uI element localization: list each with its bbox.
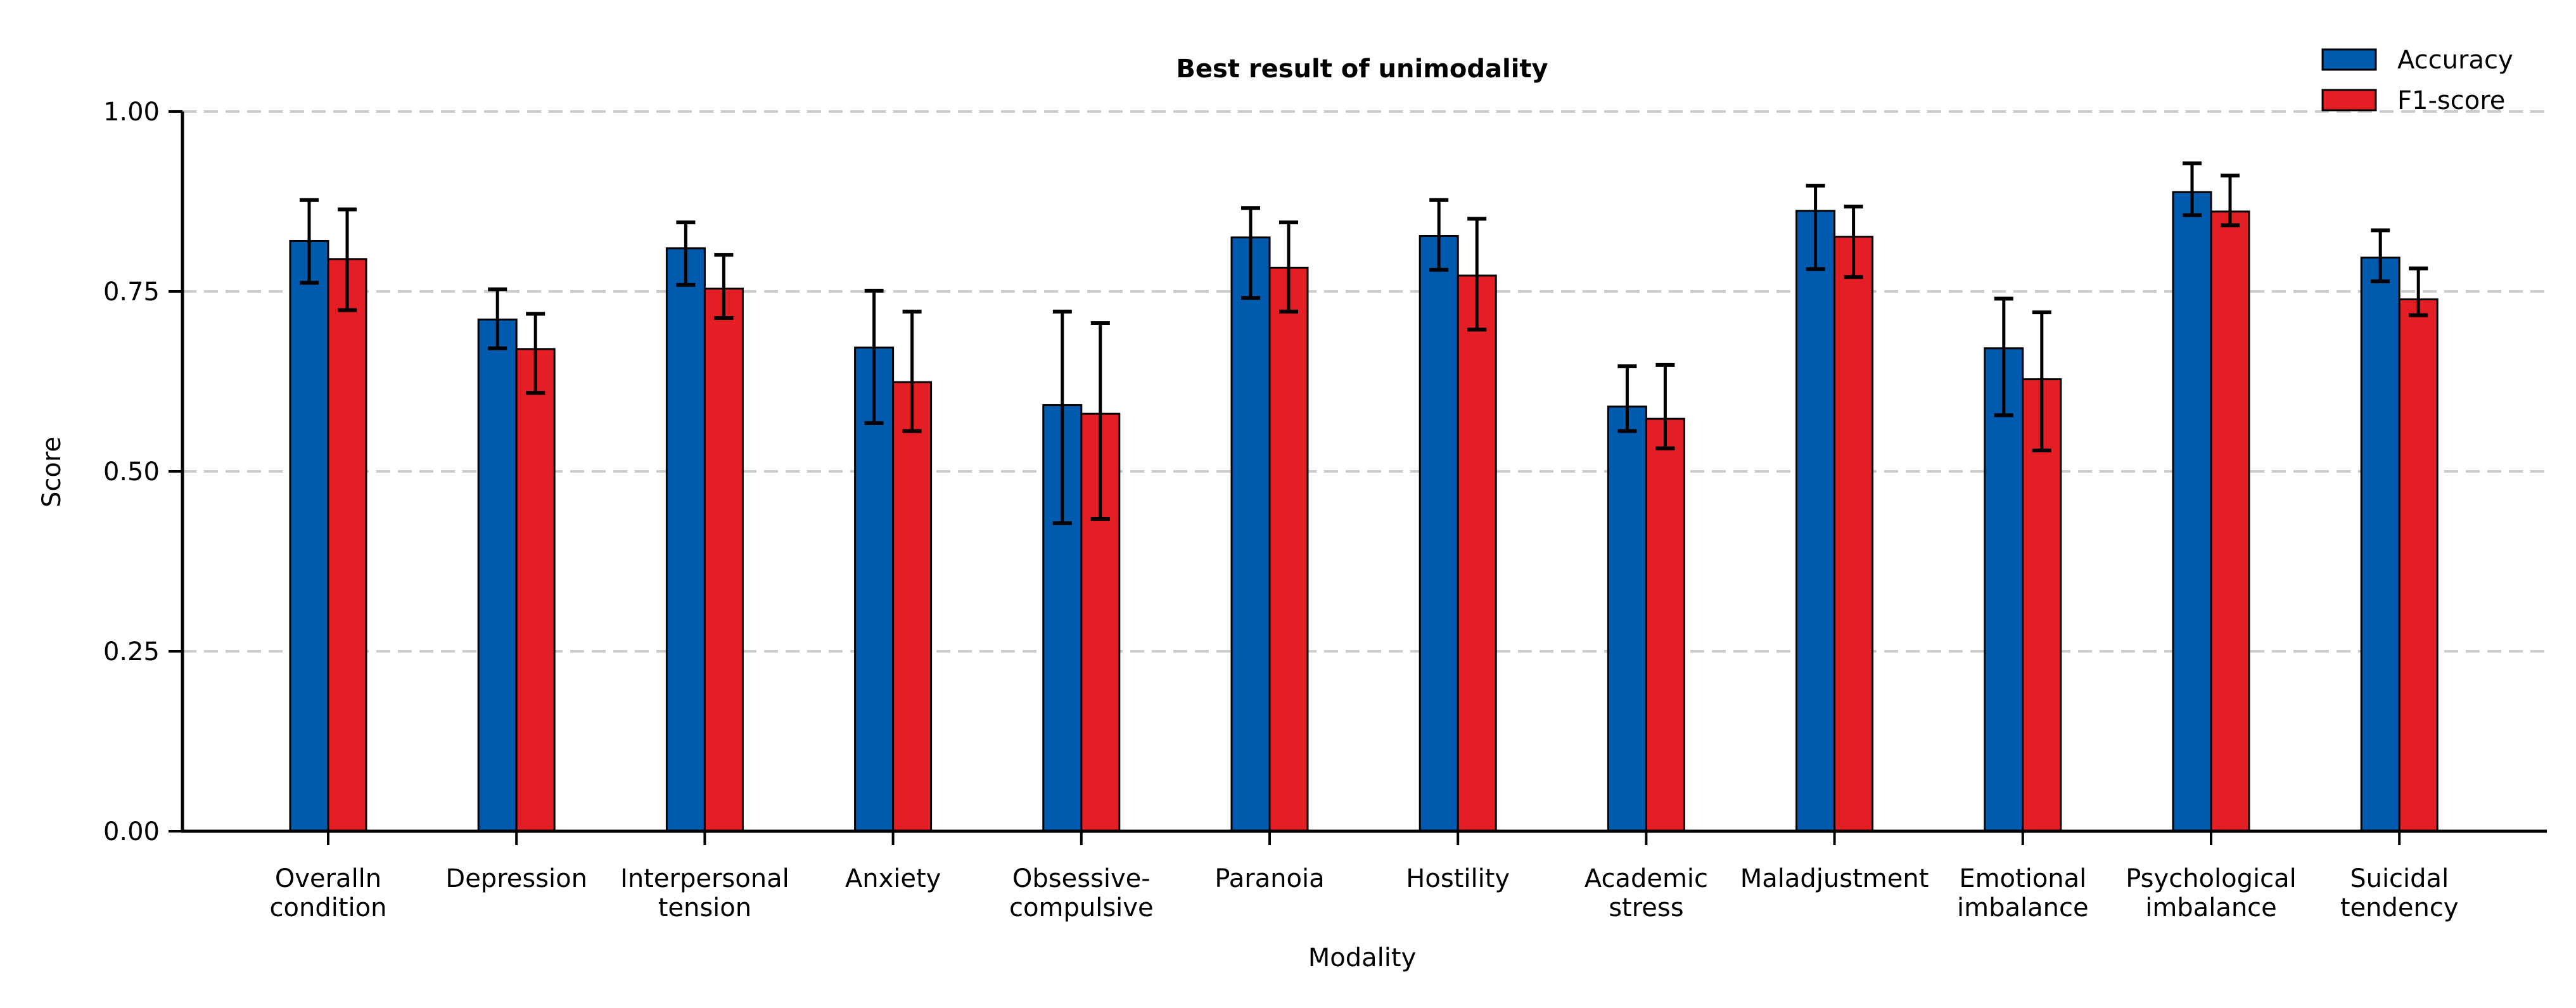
bar-accuracy — [1230, 236, 1271, 833]
bar-accuracy — [665, 247, 706, 833]
legend-label: F1-score — [2397, 86, 2505, 115]
error-bar — [1467, 217, 1487, 332]
x-tick-label: Academic stress — [1584, 864, 1708, 922]
bar-accuracy — [477, 318, 518, 833]
x-tick-label: Overalln condition — [270, 864, 387, 922]
bar-f1-score — [892, 381, 933, 833]
bar-accuracy — [2172, 191, 2212, 833]
x-tick-label: Interpersonal tension — [620, 864, 789, 922]
bar-f1-score — [703, 287, 744, 833]
error-bar — [1617, 364, 1637, 433]
error-bar — [1090, 321, 1110, 521]
bar-f1-score — [1833, 236, 1874, 833]
x-tick-label: Depression — [445, 864, 587, 893]
bar-f1-score — [2210, 210, 2250, 833]
legend-item: F1-score — [2321, 86, 2505, 115]
error-bar — [1994, 297, 2013, 418]
error-bar — [864, 288, 884, 425]
y-axis-label: Score — [37, 437, 67, 507]
error-bar — [2371, 228, 2390, 284]
y-tick-label: 0.25 — [103, 637, 160, 667]
error-bar — [714, 253, 734, 321]
bar-f1-score — [2398, 298, 2439, 833]
error-bar — [676, 220, 696, 287]
bar-accuracy — [1607, 405, 1647, 833]
bar-f1-score — [1457, 274, 1497, 833]
error-bar — [2183, 161, 2202, 217]
grid-lines — [182, 110, 2547, 653]
y-tick-label: 0.50 — [103, 457, 160, 487]
bars — [289, 191, 2439, 833]
chart-title: Best result of unimodality — [1176, 54, 1548, 84]
error-bar — [1844, 204, 1863, 279]
error-bar — [1655, 362, 1675, 450]
x-tick-label: Emotional imbalance — [1957, 864, 2089, 922]
bar-f1-score — [2022, 378, 2062, 833]
x-tick-label: Paranoia — [1215, 864, 1324, 893]
error-bar — [338, 207, 357, 312]
error-bar — [300, 198, 319, 285]
bar-f1-score — [1645, 418, 1685, 833]
error-bar — [1052, 309, 1072, 525]
bar-accuracy — [289, 239, 329, 833]
x-axis-label: Modality — [1308, 943, 1416, 973]
x-tick-label: Hostility — [1406, 864, 1510, 893]
bar-f1-score — [515, 348, 556, 833]
legend-swatch — [2321, 89, 2377, 112]
bar-accuracy — [1795, 210, 1836, 833]
error-bar — [1241, 206, 1260, 300]
error-bar — [526, 312, 545, 395]
error-bar — [488, 287, 507, 350]
bar-f1-score — [1268, 267, 1309, 833]
x-tick-label: Anxiety — [845, 864, 941, 893]
error-bar — [2409, 266, 2428, 317]
error-bar — [902, 309, 922, 433]
x-tick-label: Maladjustment — [1740, 864, 1929, 893]
error-bar — [1429, 198, 1449, 272]
axes — [169, 110, 2547, 845]
x-tick-label: Obsessive-compulsive — [1009, 864, 1154, 922]
bar-f1-score — [327, 258, 367, 833]
legend-label: Accuracy — [2397, 46, 2513, 75]
x-tick-label: Suicidal tendency — [2340, 864, 2459, 922]
y-tick-label: 0.75 — [103, 278, 160, 307]
legend-swatch — [2321, 48, 2377, 71]
legend-item: Accuracy — [2321, 46, 2513, 75]
legend: Accuracy F1-score — [2321, 46, 2513, 115]
bar-accuracy — [2360, 257, 2401, 833]
error-bars — [300, 161, 2428, 525]
y-tick-label: 1.00 — [103, 98, 160, 127]
x-tick-label: Psychological imbalance — [2126, 864, 2296, 922]
y-tick-label: 0.00 — [103, 817, 160, 846]
error-bar — [2221, 174, 2240, 227]
axis-labels: 0.00 0.25 0.50 0.75 1.00 Overalln condition Dep… — [103, 98, 2459, 922]
bar-accuracy — [1984, 347, 2024, 833]
bar-accuracy — [1419, 235, 1459, 833]
error-bar — [1279, 220, 1298, 314]
error-bar — [2032, 310, 2051, 453]
error-bar — [1806, 184, 1825, 271]
